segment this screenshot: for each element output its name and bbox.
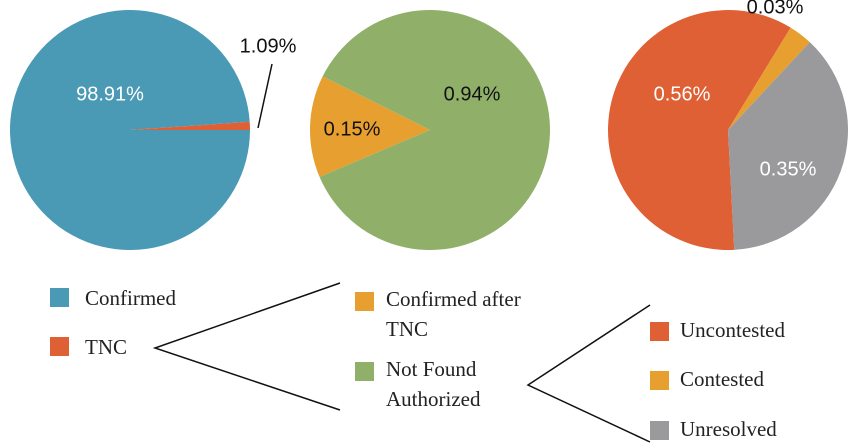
pie-slice (310, 76, 430, 177)
data-label: 0.03% (747, 0, 804, 18)
bracket (152, 282, 341, 411)
legend-label: TNC (85, 335, 127, 359)
pie-slice (728, 42, 849, 250)
pie-slice (319, 10, 550, 251)
legend-label: Unresolved (680, 417, 777, 441)
data-label: 0.15% (324, 118, 381, 140)
legend-swatch (50, 337, 69, 356)
pie-slice (728, 27, 810, 131)
data-label: 98.91% (76, 83, 144, 105)
data-label: 0.56% (654, 83, 711, 105)
legend-swatch (650, 371, 669, 390)
legend-swatch (50, 288, 69, 307)
pie-slice (608, 10, 791, 250)
legend-swatch (650, 322, 669, 341)
legend-label: Confirmed after TNC (386, 287, 521, 341)
pie-slice (130, 121, 250, 130)
legend-swatch (355, 362, 374, 381)
pie-slice (10, 10, 250, 251)
legend-swatch (650, 421, 669, 440)
data-label: 0.35% (760, 158, 817, 180)
legend-label: Confirmed (85, 286, 176, 310)
bracket (526, 304, 651, 443)
legend-swatch (355, 292, 374, 311)
legend-label: Not Found Authorized (386, 357, 481, 411)
legend-label: Contested (680, 367, 764, 391)
brackets (152, 63, 651, 443)
data-label: 0.94% (444, 83, 501, 105)
legend-label: Uncontested (680, 318, 785, 342)
data-label: 1.09% (240, 35, 297, 57)
leader-line (257, 63, 273, 129)
